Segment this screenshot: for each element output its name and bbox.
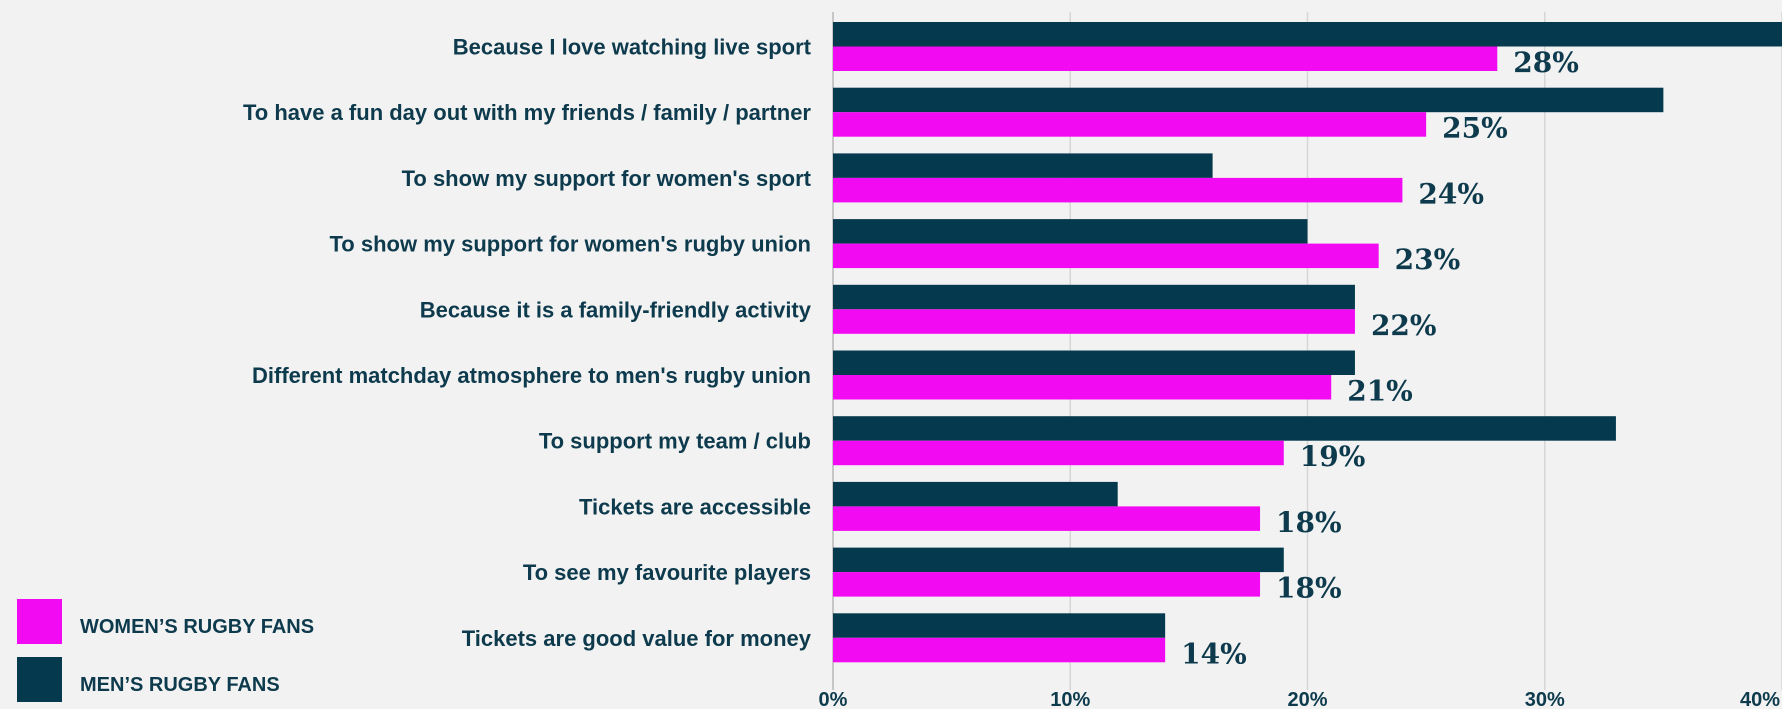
bar-womens-rugby-fans [833, 46, 1498, 71]
bar-womens-rugby-fans [833, 177, 1403, 203]
data-label: 18% [1276, 506, 1342, 539]
category-label: To see my favourite players [523, 560, 811, 585]
data-label: 21% [1347, 375, 1413, 408]
bar-womens-rugby-fans [833, 440, 1284, 466]
category-label: Tickets are good value for money [462, 626, 812, 651]
bar-mens-rugby-fans [833, 219, 1308, 244]
bar-mens-rugby-fans [833, 547, 1284, 573]
bar-womens-rugby-fans [833, 243, 1379, 269]
x-tick-label: 20% [1287, 689, 1327, 709]
legend-swatch [17, 599, 62, 644]
bar-womens-rugby-fans [833, 637, 1166, 663]
legend-label: WOMEN’S RUGBY FANS [80, 616, 314, 638]
category-labels: Because I love watching live sport To hav… [243, 35, 812, 651]
bar-womens-rugby-fans [833, 506, 1261, 531]
x-tick-label: 10% [1050, 689, 1090, 709]
x-tick-label: 30% [1525, 689, 1565, 709]
bar-mens-rugby-fans [833, 350, 1355, 375]
data-label: 14% [1181, 637, 1247, 670]
data-label: 24% [1418, 177, 1484, 210]
data-labels: 28%25% 24% 23% 22% 21% 19% 18% 18% 14% [1181, 46, 1579, 670]
data-label: 19% [1300, 440, 1366, 473]
data-label: 28% [1513, 46, 1579, 79]
bars [833, 22, 1782, 663]
category-label: To support my team / club [539, 429, 811, 454]
legend-label: MEN’S RUGBY FANS [80, 674, 280, 696]
legend: WOMEN’S RUGBY FANS MEN’S RUGBY FANS [17, 599, 314, 702]
data-label: 18% [1276, 572, 1342, 605]
data-label: 23% [1395, 243, 1461, 276]
legend-swatch [17, 657, 62, 702]
bar-womens-rugby-fans [833, 375, 1332, 400]
data-label: 25% [1442, 112, 1508, 145]
x-tick-label: 0% [819, 689, 848, 709]
bar-mens-rugby-fans [833, 613, 1166, 638]
bar-mens-rugby-fans [833, 416, 1616, 441]
category-label: Tickets are accessible [579, 494, 811, 519]
category-label: Because I love watching live sport [453, 35, 812, 60]
bar-mens-rugby-fans [833, 87, 1664, 113]
bar-womens-rugby-fans [833, 572, 1261, 597]
x-tick-label: 40% [1740, 689, 1780, 709]
bar-womens-rugby-fans [833, 112, 1427, 137]
bar-womens-rugby-fans [833, 309, 1355, 334]
bar-mens-rugby-fans [833, 284, 1355, 310]
category-label: To have a fun day out with my friends / … [243, 100, 811, 125]
category-label: To show my support for women's rugby uni… [330, 232, 812, 257]
bar-mens-rugby-fans [833, 22, 1782, 47]
category-label: Because it is a family-friendly activity [420, 297, 812, 322]
category-label: Different matchday atmosphere to men's r… [252, 363, 811, 388]
bar-mens-rugby-fans [833, 153, 1213, 178]
category-label: To show my support for women's sport [402, 166, 812, 191]
data-label: 22% [1371, 309, 1437, 342]
bar-mens-rugby-fans [833, 481, 1118, 507]
x-axis-ticks: 0% 10% 20% 30% 40% [819, 689, 1781, 709]
